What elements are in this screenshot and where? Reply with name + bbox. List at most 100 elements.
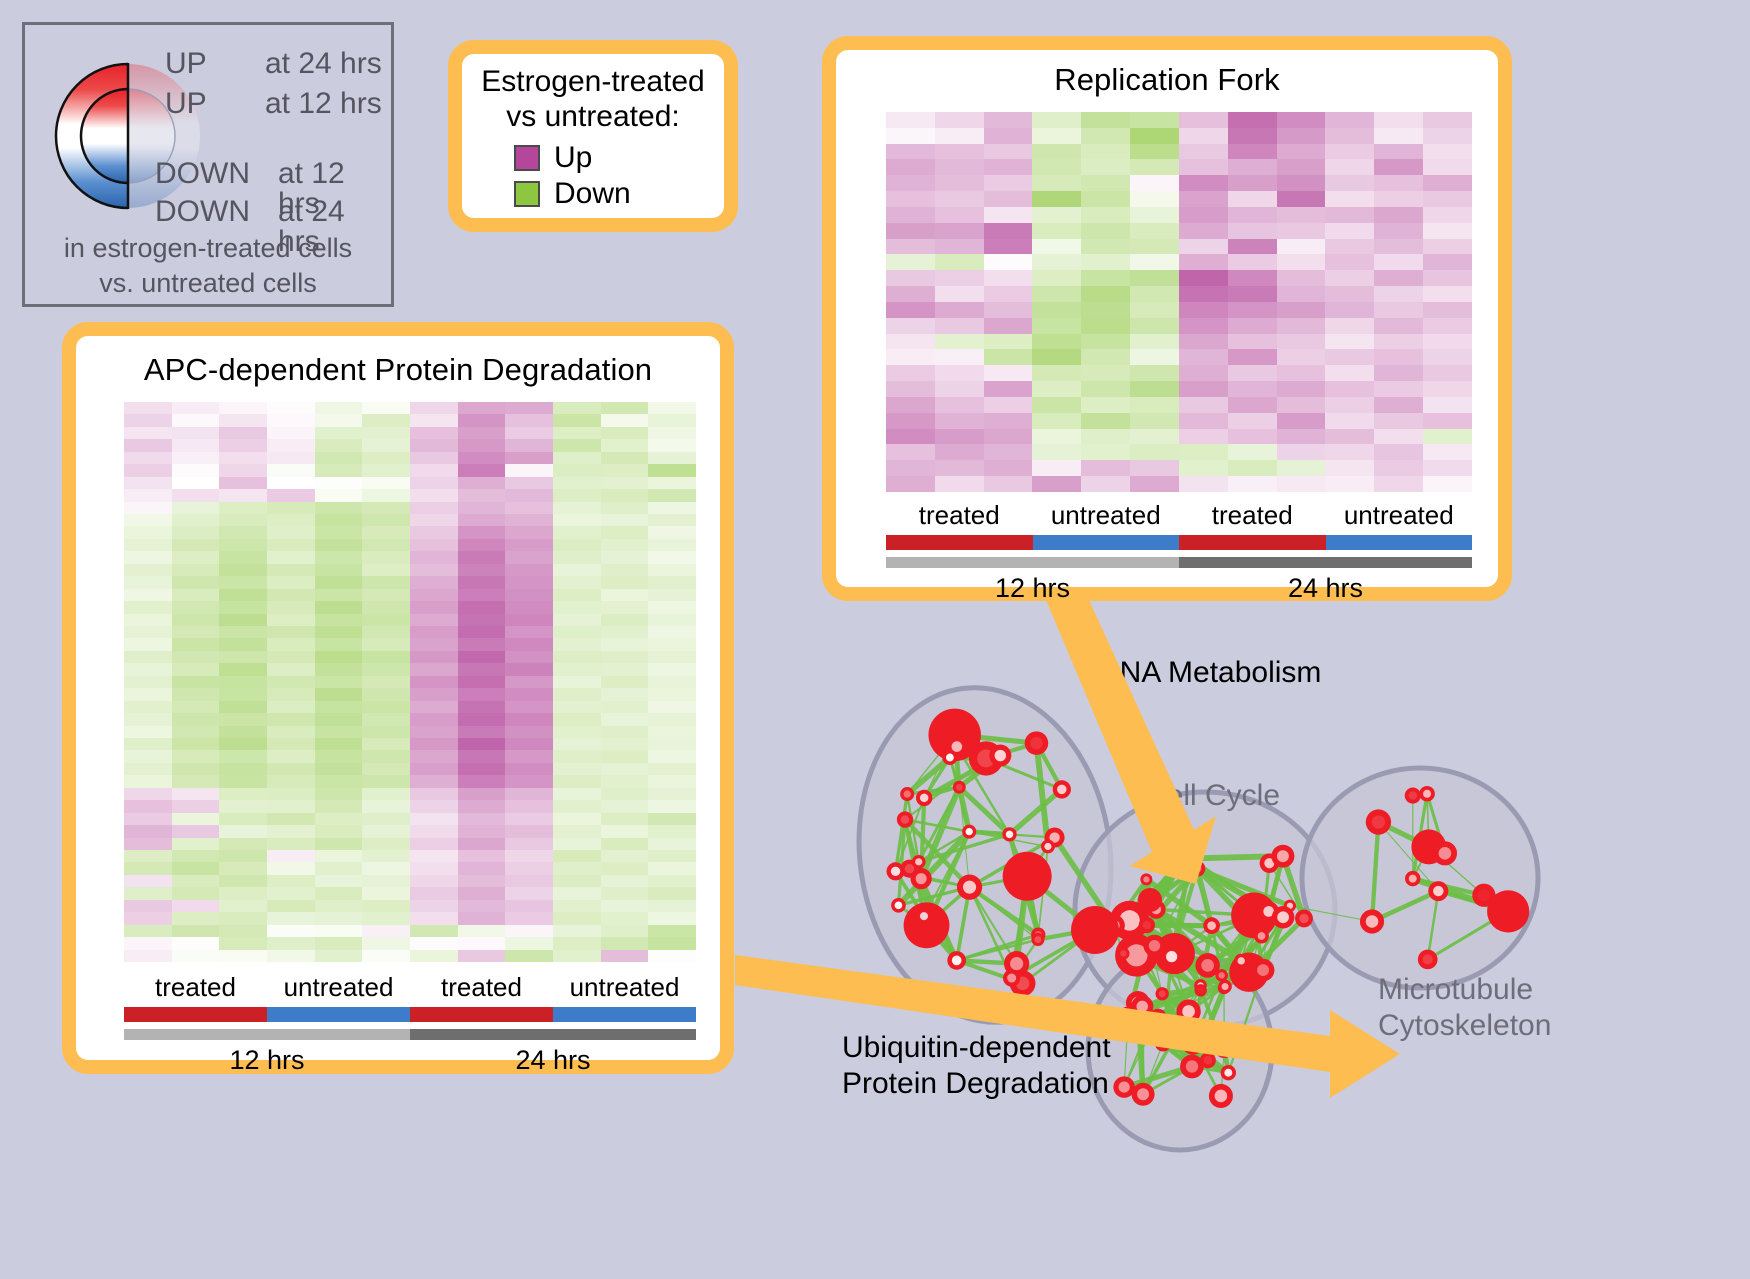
network-node[interactable] (952, 780, 966, 794)
heatmap-cell (267, 675, 315, 689)
network-node[interactable] (1052, 780, 1071, 799)
heatmap-cell (1423, 112, 1472, 128)
network-node[interactable] (1271, 905, 1295, 929)
network-node[interactable] (1359, 909, 1385, 934)
heatmap-cell (1130, 127, 1179, 144)
network-node[interactable] (1487, 890, 1530, 933)
network-node[interactable] (1131, 995, 1154, 1018)
heatmap-cell (1374, 412, 1424, 429)
heatmap-cell (934, 301, 984, 318)
network-node[interactable] (1174, 845, 1195, 866)
network-node[interactable] (1365, 809, 1392, 835)
network-edge (1369, 888, 1441, 924)
heatmap-cell (1130, 396, 1179, 413)
heatmap-cell (124, 713, 172, 726)
network-node[interactable] (1419, 785, 1435, 802)
network-node[interactable] (1214, 1039, 1234, 1059)
heatmap-cell (1374, 286, 1424, 302)
node-core (1044, 842, 1052, 851)
network-node[interactable] (1251, 958, 1275, 982)
heatmap-cell (648, 426, 696, 440)
heatmap-cell (1276, 143, 1326, 160)
network-node[interactable] (1041, 839, 1055, 854)
network-node[interactable] (942, 749, 958, 765)
network-node[interactable] (1405, 870, 1421, 887)
network-node[interactable] (1155, 987, 1169, 1001)
heatmap-cell (362, 787, 410, 801)
network-node[interactable] (1131, 1082, 1155, 1106)
heatmap-cell (983, 365, 1033, 382)
heatmap-cell (410, 576, 458, 589)
network-node[interactable] (928, 708, 981, 762)
network-node[interactable] (1215, 969, 1228, 982)
heatmap-cell (314, 738, 363, 751)
network-node[interactable] (1432, 841, 1458, 866)
heatmap-cell (648, 937, 696, 950)
network-node[interactable] (1189, 860, 1206, 877)
network-node[interactable] (989, 744, 1012, 767)
heatmap-cell (410, 514, 458, 527)
network-node[interactable] (1031, 932, 1045, 947)
node-core (994, 749, 1007, 762)
network-node[interactable] (1220, 1065, 1236, 1081)
network-node[interactable] (1113, 1076, 1135, 1098)
heatmap-cell (362, 663, 410, 676)
network-node[interactable] (911, 854, 926, 869)
heatmap-cell (886, 143, 935, 160)
heatmap-cell (600, 688, 649, 701)
heatmap-cell (1032, 460, 1082, 477)
network-node[interactable] (1002, 851, 1052, 901)
network-node[interactable] (1024, 731, 1049, 755)
network-node[interactable] (1417, 949, 1438, 970)
heatmap-cell (171, 576, 220, 589)
network-node[interactable] (1138, 888, 1162, 912)
heatmap-cell (124, 912, 172, 925)
network-node[interactable] (1234, 953, 1249, 968)
network-node[interactable] (1002, 969, 1021, 987)
heatmap-cell (171, 514, 220, 527)
network-node[interactable] (1181, 1031, 1205, 1055)
network-node[interactable] (1194, 984, 1207, 997)
heatmap-cell (886, 317, 935, 334)
network-node[interactable] (1218, 979, 1232, 994)
network-node[interactable] (886, 862, 905, 881)
network-node[interactable] (962, 824, 977, 839)
network-node[interactable] (1254, 928, 1269, 944)
heatmap-cell (1325, 476, 1375, 492)
network-node[interactable] (1271, 844, 1295, 868)
network-node[interactable] (1143, 934, 1166, 957)
heatmap-cell (267, 426, 315, 440)
network-node[interactable] (916, 908, 932, 924)
network-node[interactable] (1404, 787, 1421, 804)
network-node[interactable] (1117, 947, 1130, 960)
heatmap-cell (1423, 476, 1472, 492)
network-node[interactable] (1140, 873, 1153, 886)
network-node[interactable] (1472, 883, 1496, 907)
heatmap-cell (1276, 301, 1326, 318)
heatmap-cell (1130, 476, 1179, 492)
network-node[interactable] (1203, 917, 1220, 935)
network-node[interactable] (1295, 909, 1313, 928)
heatmap-cell (362, 451, 410, 465)
network-node[interactable] (1208, 1083, 1233, 1108)
heatmap-cell (410, 402, 458, 415)
network-node[interactable] (1199, 1052, 1216, 1069)
network-edge (904, 754, 953, 797)
network-node[interactable] (947, 951, 966, 970)
network-node[interactable] (903, 902, 950, 949)
network-node[interactable] (915, 789, 933, 807)
network-node[interactable] (891, 898, 906, 913)
network-node[interactable] (896, 811, 914, 828)
network-node[interactable] (1071, 906, 1119, 954)
network-node[interactable] (1176, 999, 1201, 1024)
heatmap-cell (983, 476, 1033, 492)
network-node[interactable] (956, 874, 983, 900)
heatmap-cell (983, 396, 1033, 413)
network-node[interactable] (1154, 1034, 1172, 1052)
network-node[interactable] (900, 787, 915, 802)
network-node[interactable] (1002, 827, 1017, 842)
network-node[interactable] (1428, 881, 1449, 902)
network-node[interactable] (1138, 917, 1155, 934)
heatmap-cell (457, 912, 506, 925)
estrogen-key-title-line2: vs untreated: (506, 100, 680, 134)
